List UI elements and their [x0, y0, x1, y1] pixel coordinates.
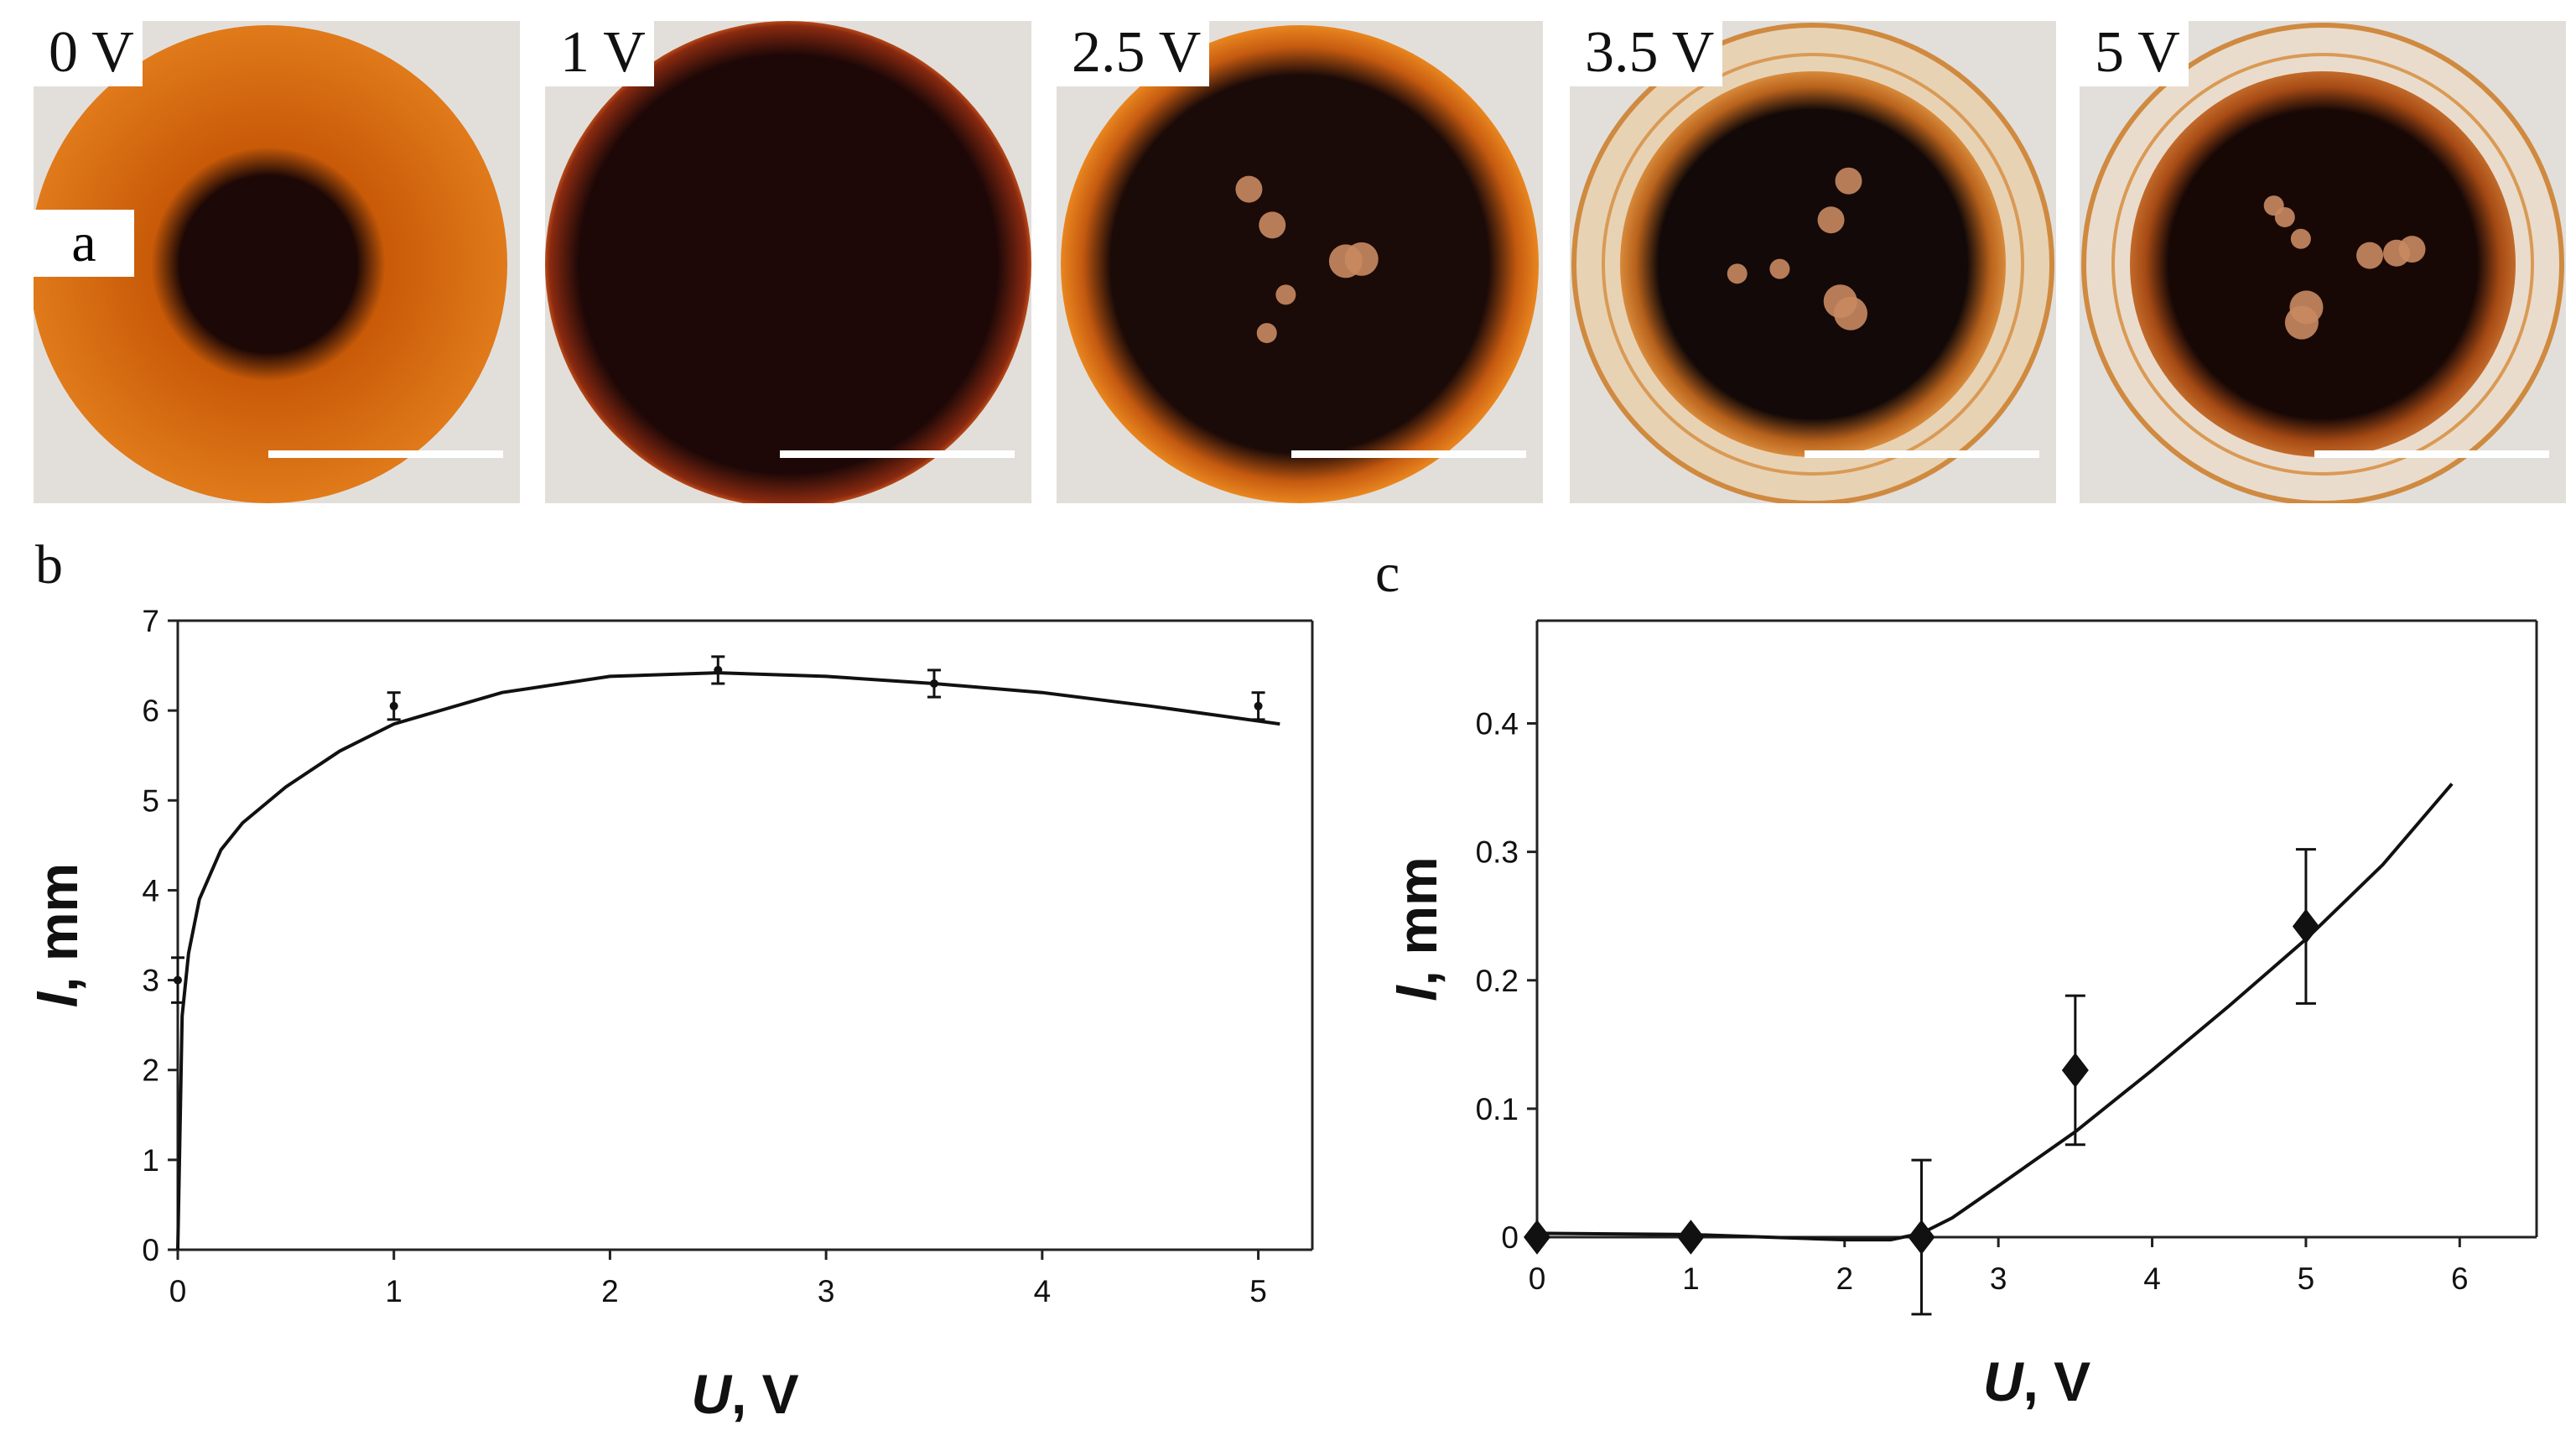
voltage-label: 5 V	[2080, 21, 2189, 86]
data-point	[174, 975, 182, 985]
y-tick-label: 0.4	[1476, 707, 1519, 741]
x-tick-label: 3	[1990, 1261, 2007, 1296]
x-tick-label: 0	[1529, 1261, 1546, 1296]
x-axis-label: U, V	[1983, 1350, 2090, 1412]
x-tick-label: 2	[1836, 1261, 1853, 1296]
x-tick-label: 4	[2143, 1261, 2161, 1296]
y-axis-label: l, mm	[1386, 856, 1448, 1001]
x-tick-label: 1	[385, 1274, 402, 1308]
photo-3: 2.5 V	[1057, 21, 1543, 503]
voltage-label: 1 V	[545, 21, 654, 86]
photo-4: 3.5 V	[1570, 21, 2056, 503]
panel-letter-c: c	[1375, 543, 1400, 604]
data-point	[1677, 1220, 1705, 1255]
data-point	[1908, 1220, 1935, 1255]
x-tick-label: 5	[1249, 1274, 1267, 1308]
y-tick-label: 4	[142, 873, 159, 908]
panel-letter-a: a	[34, 210, 134, 277]
x-tick-label: 0	[169, 1274, 187, 1308]
voltage-label: 3.5 V	[1570, 21, 1723, 86]
x-tick-label: 6	[2451, 1261, 2469, 1296]
x-tick-label: 2	[601, 1274, 619, 1308]
photo-1: 0 V	[34, 21, 520, 503]
data-point	[2292, 908, 2319, 944]
photo-5: 5 V	[2080, 21, 2566, 503]
x-tick-label: 1	[1682, 1261, 1700, 1296]
x-axis-label: U, V	[691, 1363, 798, 1425]
data-point	[2061, 1053, 2089, 1088]
y-tick-label: 6	[142, 694, 159, 728]
panel-letter-b: b	[35, 534, 63, 596]
y-tick-label: 2	[142, 1053, 159, 1088]
y-tick-label: 0.3	[1476, 835, 1519, 870]
y-axis-label: l, mm	[27, 863, 89, 1007]
y-tick-label: 0.1	[1476, 1092, 1519, 1126]
y-tick-label: 3	[142, 964, 159, 998]
y-tick-label: 0	[142, 1233, 159, 1267]
data-point	[930, 679, 938, 688]
data-point	[714, 665, 723, 674]
x-tick-label: 3	[818, 1274, 835, 1308]
y-tick-label: 0.2	[1476, 964, 1519, 998]
y-tick-label: 0	[1501, 1220, 1519, 1255]
x-tick-label: 4	[1034, 1274, 1052, 1308]
fit-curve	[176, 671, 1280, 1251]
voltage-label: 0 V	[34, 21, 143, 86]
photo-2: 1 V	[545, 21, 1031, 503]
voltage-label: 2.5 V	[1057, 21, 1210, 86]
data-point	[389, 701, 398, 710]
data-point	[1254, 701, 1263, 710]
y-tick-label: 5	[142, 783, 159, 818]
fit-curve	[1536, 783, 2454, 1242]
data-point	[1524, 1220, 1550, 1255]
y-tick-label: 1	[142, 1143, 159, 1178]
x-tick-label: 5	[2298, 1261, 2315, 1296]
y-tick-label: 7	[142, 604, 159, 638]
